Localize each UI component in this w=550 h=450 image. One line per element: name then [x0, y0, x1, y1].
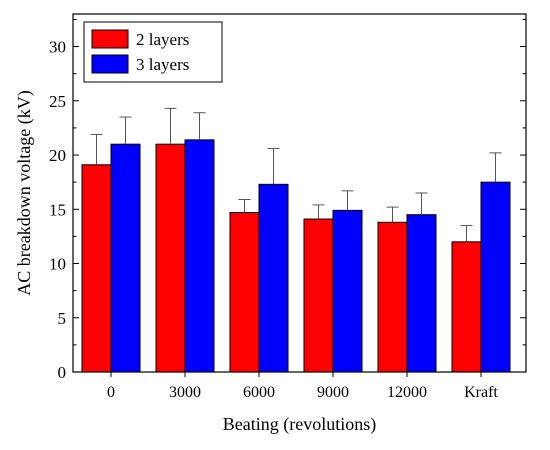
- y-tick-label: 25: [49, 92, 66, 111]
- bar-2-9000: [332, 209, 363, 373]
- y-tick-label: 30: [49, 38, 66, 57]
- bar-1-3000: [155, 143, 186, 373]
- legend-swatch-2: [91, 54, 129, 74]
- bar-1-12000: [377, 221, 408, 373]
- bar-2-6000: [258, 183, 289, 373]
- y-axis-title: AC breakdown voltage (kV): [14, 90, 35, 295]
- x-axis-title: Beating (revolutions): [223, 414, 376, 435]
- x-tick-label: 9000: [317, 384, 349, 401]
- y-tick-label: 10: [49, 255, 66, 274]
- bar-1-9000: [303, 218, 334, 373]
- bar-1-6000: [229, 212, 260, 373]
- y-tick-label: 0: [58, 363, 67, 382]
- y-tick-label: 20: [49, 146, 66, 165]
- legend-label-1: 2 layers: [136, 30, 189, 49]
- y-axis: 0 5 10 15 20 25 30: [49, 18, 526, 382]
- error-bars-layer: [90, 107, 502, 242]
- plot-frame: [72, 13, 527, 373]
- x-tick-label: 6000: [243, 384, 275, 401]
- x-tick-label: Kraft: [464, 384, 498, 401]
- bar-2-3000: [184, 139, 215, 373]
- bar-1-0: [81, 164, 112, 373]
- x-tick-label: 0: [107, 384, 115, 401]
- legend-swatch-1: [91, 29, 129, 49]
- x-tick-label: 3000: [169, 384, 201, 401]
- bars-layer: [81, 139, 511, 373]
- legend: 2 layers 3 layers: [83, 21, 223, 83]
- x-tick-label: 12000: [387, 384, 427, 401]
- y-tick-label: 15: [49, 200, 66, 219]
- legend-label-2: 3 layers: [136, 55, 189, 74]
- bar-2-0: [110, 143, 141, 373]
- x-axis: 0 3000 6000 9000 12000 Kraft: [107, 372, 498, 401]
- y-tick-label: 5: [58, 309, 67, 328]
- bar-2-Kraft: [480, 181, 511, 373]
- bar-1-Kraft: [451, 241, 482, 373]
- bar-2-12000: [406, 214, 437, 373]
